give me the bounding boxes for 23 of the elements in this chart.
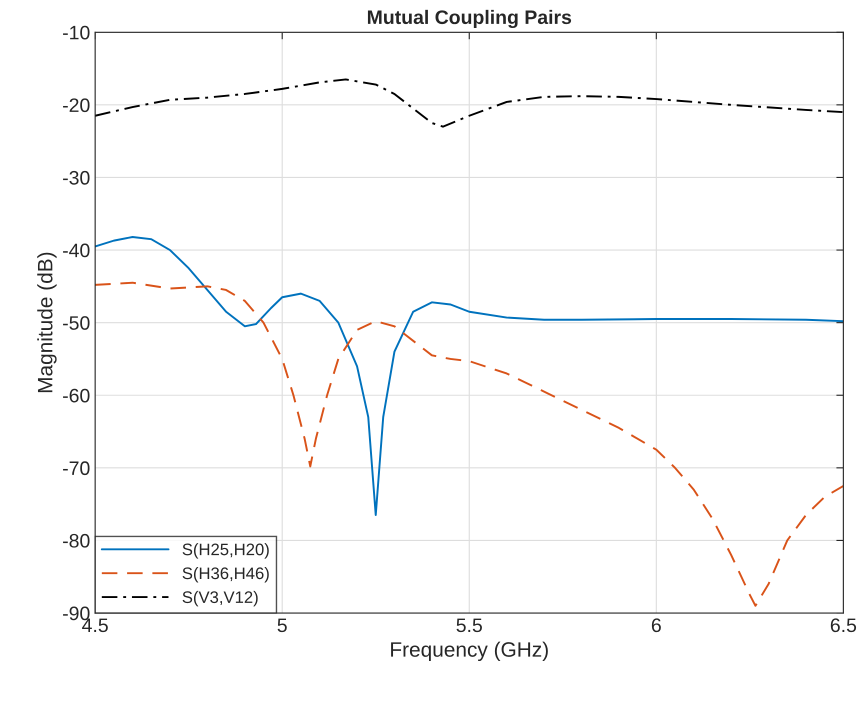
x-tick-label: 6 [652, 618, 661, 632]
line-series [95, 236, 844, 516]
y-tick-label: -30 [63, 170, 90, 185]
legend-label: S(V3,V12) [182, 590, 258, 606]
legend-label: S(H25,H20) [182, 543, 269, 559]
x-tick-label: 5.5 [456, 618, 482, 632]
y-tick-label: -60 [63, 388, 90, 402]
y-tick-label: -70 [63, 461, 90, 476]
line-series [95, 282, 844, 607]
x-tick-label: 4.5 [82, 618, 108, 632]
x-tick-label: 5 [278, 618, 287, 632]
y-tick-label: -90 [63, 606, 90, 620]
line-series [95, 78, 844, 128]
x-tick-label: 6.5 [830, 618, 856, 632]
y-axis-title: Magnitude (dB) [37, 252, 57, 392]
y-tick-label: -40 [63, 244, 90, 258]
y-tick-label: -10 [63, 26, 90, 40]
chart-title: Mutual Coupling Pairs [368, 10, 572, 28]
y-tick-label: -80 [63, 534, 90, 548]
legend-label: S(H36,H46) [182, 566, 269, 582]
x-axis-title: Frequency (GHz) [391, 642, 548, 661]
y-tick-label: -50 [63, 316, 90, 330]
y-tick-label: -20 [63, 98, 90, 112]
